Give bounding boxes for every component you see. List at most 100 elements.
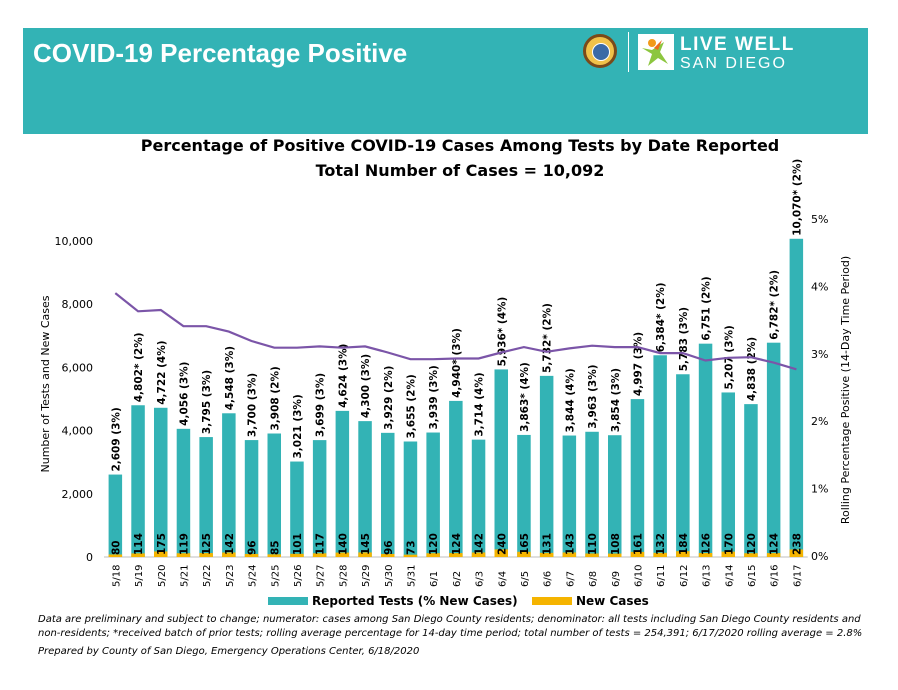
new-cases-label: 140	[337, 533, 349, 555]
x-tick-label: 5/20	[157, 565, 168, 587]
bar-new-cases	[653, 552, 667, 557]
bar-reported-tests	[766, 342, 781, 557]
bar-new-cases	[562, 552, 577, 557]
bar-new-cases	[789, 549, 804, 557]
y2-tick-label: 4%	[811, 280, 828, 293]
reported-tests-label: 3,863* (4%)	[519, 362, 531, 432]
new-cases-label: 110	[587, 533, 599, 555]
legend-label-reported-tests: Reported Tests (% New Cases)	[312, 594, 518, 608]
bar-reported-tests	[108, 474, 123, 557]
bar-new-cases	[471, 552, 486, 557]
bar-reported-tests	[585, 431, 599, 557]
bar-reported-tests	[471, 439, 486, 557]
new-cases-label: 142	[474, 533, 486, 555]
new-cases-label: 73	[405, 540, 417, 555]
new-cases-label: 114	[133, 533, 145, 555]
brand-divider	[628, 32, 629, 72]
new-cases-label: 132	[655, 533, 667, 555]
page-title: COVID-19 Percentage Positive	[33, 38, 408, 68]
bar-reported-tests	[721, 392, 735, 557]
bar-reported-tests	[244, 440, 259, 557]
x-tick-label: 6/16	[770, 565, 781, 587]
new-cases-label: 126	[701, 533, 713, 555]
x-tick-label: 5/26	[293, 565, 304, 587]
bar-new-cases	[676, 551, 690, 557]
brand-name-line1: LIVE WELL	[680, 34, 795, 55]
footer-prepared-by: Prepared by County of San Diego, Emergen…	[38, 646, 420, 657]
x-tick-label: 5/24	[248, 565, 259, 587]
bar-new-cases	[539, 552, 554, 557]
reported-tests-label: 5,783 (3%)	[678, 307, 690, 371]
bar-new-cases	[698, 553, 713, 557]
bar-reported-tests	[267, 433, 281, 557]
bar-new-cases	[222, 552, 236, 557]
y-tick-label: 6,000	[62, 361, 94, 374]
reported-tests-label: 3,021 (3%)	[292, 394, 304, 458]
x-tick-label: 5/28	[338, 565, 349, 587]
new-cases-label: 96	[383, 540, 395, 555]
bar-reported-tests	[676, 374, 690, 557]
new-cases-label: 117	[315, 533, 327, 555]
new-cases-label: 120	[746, 533, 758, 555]
reported-tests-label: 4,838 (2%)	[746, 337, 758, 401]
bar-reported-tests	[403, 441, 418, 557]
live-well-figure-icon	[638, 34, 674, 70]
x-tick-label: 5/27	[316, 565, 327, 587]
bar-new-cases	[426, 553, 440, 557]
line-rolling-percentage	[114, 292, 797, 371]
bar-new-cases	[494, 549, 508, 557]
y-tick-label: 0	[86, 551, 93, 564]
x-tick-label: 6/14	[724, 565, 735, 587]
x-tick-label: 6/11	[656, 565, 667, 587]
new-cases-label: 108	[610, 533, 622, 555]
bar-reported-tests	[698, 343, 713, 557]
x-tick-label: 5/21	[179, 565, 190, 587]
reported-tests-label: 3,963 (3%)	[587, 364, 599, 428]
x-tick-label: 6/3	[475, 571, 486, 587]
new-cases-label: 184	[678, 533, 690, 555]
x-tick-label: 6/4	[497, 571, 508, 587]
reported-tests-label: 4,722 (4%)	[156, 340, 168, 404]
reported-tests-label: 4,940* (3%)	[451, 328, 463, 398]
new-cases-label: 170	[723, 533, 735, 555]
bar-new-cases	[267, 554, 281, 557]
new-cases-label: 125	[201, 533, 213, 555]
bar-new-cases	[244, 553, 259, 557]
new-cases-label: 101	[292, 533, 304, 555]
y2-tick-label: 0%	[811, 550, 828, 563]
new-cases-label: 238	[791, 533, 803, 555]
x-tick-label: 6/9	[611, 571, 622, 587]
bar-new-cases	[766, 553, 781, 557]
x-tick-label: 5/29	[361, 565, 372, 587]
bar-new-cases	[517, 551, 531, 557]
bar-reported-tests	[154, 407, 168, 557]
bar-new-cases	[721, 551, 735, 557]
reported-tests-label: 4,624 (3%)	[337, 344, 349, 408]
chart-title: Percentage of Positive COVID-19 Cases Am…	[140, 136, 780, 155]
y2-tick-label: 2%	[811, 415, 828, 428]
x-tick-label: 6/6	[543, 571, 554, 587]
bar-reported-tests	[608, 435, 622, 557]
bar-reported-tests	[131, 405, 145, 557]
reported-tests-label: 3,795 (3%)	[201, 370, 213, 434]
reported-tests-label: 3,939 (3%)	[428, 365, 440, 429]
new-cases-label: 124	[769, 533, 781, 555]
bar-new-cases	[199, 553, 213, 557]
x-tick-label: 6/10	[633, 565, 644, 587]
brand-name-line2: SAN DIEGO	[680, 55, 787, 72]
reported-tests-label: 3,854 (3%)	[610, 368, 622, 432]
x-tick-label: 6/13	[702, 565, 713, 587]
bar-new-cases	[608, 553, 622, 557]
reported-tests-label: 3,908 (2%)	[269, 366, 281, 430]
y-tick-label: 8,000	[62, 298, 94, 311]
x-tick-label: 5/22	[202, 565, 213, 587]
x-tick-label: 5/23	[225, 565, 236, 587]
y2-tick-label: 5%	[811, 213, 828, 226]
reported-tests-label: 4,802* (2%)	[133, 332, 145, 402]
bar-new-cases	[403, 554, 418, 557]
bar-new-cases	[335, 552, 350, 557]
new-cases-label: 240	[496, 533, 508, 555]
legend-swatch-reported-tests	[268, 597, 308, 605]
x-tick-label: 5/30	[384, 565, 395, 587]
